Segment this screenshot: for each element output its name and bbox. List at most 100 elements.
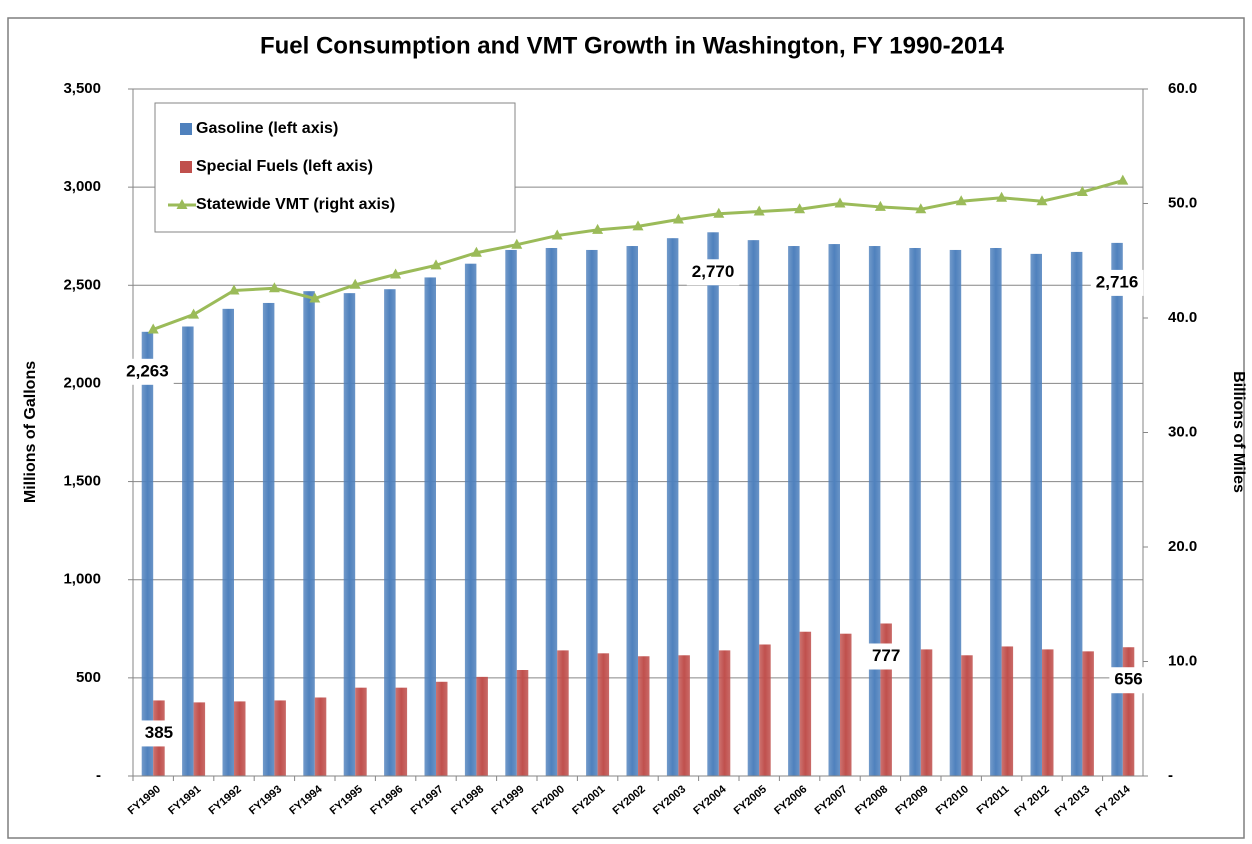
bar bbox=[961, 655, 973, 776]
line-marker bbox=[268, 282, 280, 293]
line-marker bbox=[874, 200, 886, 211]
bar bbox=[262, 302, 275, 776]
bar bbox=[949, 249, 962, 776]
legend: Gasoline (left axis) Special Fuels (left … bbox=[154, 102, 516, 233]
legend-label: Gasoline (left axis) bbox=[196, 120, 338, 137]
legend-box bbox=[154, 102, 516, 233]
bar bbox=[1070, 251, 1083, 777]
line-marker bbox=[915, 203, 927, 214]
bar bbox=[303, 291, 315, 776]
y2-tick-label: 50.0 bbox=[1168, 194, 1197, 211]
bar bbox=[626, 246, 638, 776]
bar bbox=[384, 289, 396, 776]
bar bbox=[343, 293, 356, 776]
line-marker bbox=[834, 197, 846, 208]
data-label: 656 bbox=[1109, 667, 1148, 694]
bar bbox=[193, 702, 206, 776]
y-tick-label: 1,000 bbox=[63, 571, 101, 588]
y-tick-label: 3,000 bbox=[63, 178, 101, 195]
legend-swatch bbox=[180, 123, 192, 135]
line-marker bbox=[511, 238, 523, 249]
data-label-box bbox=[139, 720, 179, 747]
line-marker bbox=[349, 278, 361, 289]
bar bbox=[707, 232, 719, 776]
y-tick-label: 3,500 bbox=[63, 80, 101, 97]
line-marker bbox=[551, 229, 563, 240]
data-label-box bbox=[1109, 667, 1148, 694]
bar bbox=[1082, 651, 1094, 776]
bar bbox=[464, 263, 477, 776]
legend-marker bbox=[176, 199, 188, 209]
bar bbox=[840, 633, 852, 776]
bar bbox=[868, 246, 881, 776]
legend-label: Statewide VMT (right axis) bbox=[196, 196, 395, 213]
line-marker bbox=[1036, 195, 1048, 206]
bar bbox=[759, 644, 771, 776]
y2-tick-label: 40.0 bbox=[1168, 309, 1197, 326]
line-marker bbox=[1117, 174, 1129, 185]
line-marker bbox=[228, 284, 240, 295]
data-label: 2,716 bbox=[1090, 269, 1144, 296]
y2-tick-label: - bbox=[1168, 767, 1173, 784]
bar bbox=[424, 277, 436, 776]
line-marker bbox=[794, 203, 806, 214]
line-marker bbox=[996, 191, 1008, 202]
y2-tick-label: 30.0 bbox=[1168, 423, 1197, 440]
legend-swatch bbox=[180, 161, 192, 173]
bar bbox=[314, 697, 327, 776]
bar bbox=[1042, 649, 1054, 776]
bar bbox=[638, 656, 650, 776]
bar bbox=[141, 331, 154, 776]
bar bbox=[355, 687, 367, 776]
line-marker bbox=[955, 195, 967, 206]
data-label: 2,263 bbox=[121, 358, 174, 385]
line-marker bbox=[753, 205, 765, 216]
legend-label: Special Fuels (left axis) bbox=[196, 158, 373, 175]
bar bbox=[222, 308, 234, 776]
y-tick-label: 2,500 bbox=[63, 276, 101, 293]
y2-tick-label: 10.0 bbox=[1168, 652, 1197, 669]
line-marker bbox=[430, 259, 442, 270]
bar bbox=[678, 655, 690, 776]
chart-title: Fuel Consumption and VMT Growth in Washi… bbox=[260, 32, 1005, 59]
bar bbox=[1122, 647, 1135, 776]
y-axis-title: Millions of Gallons bbox=[22, 361, 39, 503]
y2-tick-label: 60.0 bbox=[1168, 80, 1197, 97]
bar bbox=[666, 238, 679, 777]
line-marker bbox=[309, 292, 321, 303]
line-marker bbox=[147, 323, 159, 334]
data-label: 2,770 bbox=[686, 259, 740, 286]
line-marker bbox=[1076, 186, 1088, 197]
data-label-text: 2,263 bbox=[126, 361, 169, 380]
bar bbox=[545, 247, 558, 776]
bar bbox=[747, 240, 760, 776]
bar bbox=[788, 246, 800, 776]
y-tick-label: - bbox=[96, 767, 101, 784]
data-label-text: 385 bbox=[145, 723, 173, 742]
bar bbox=[1001, 646, 1014, 776]
bar bbox=[234, 701, 246, 776]
line-marker bbox=[592, 223, 604, 234]
data-label-box bbox=[121, 358, 174, 385]
bar bbox=[1030, 253, 1042, 776]
bar bbox=[799, 631, 812, 776]
data-label: 385 bbox=[139, 720, 179, 747]
line-marker bbox=[188, 308, 200, 319]
data-label-text: 2,716 bbox=[1096, 272, 1139, 291]
line-marker bbox=[470, 246, 482, 257]
data-label-text: 777 bbox=[872, 646, 900, 665]
bar bbox=[1111, 242, 1123, 776]
bar bbox=[505, 249, 517, 776]
bar bbox=[718, 650, 731, 776]
bar bbox=[516, 670, 529, 776]
data-label-box bbox=[866, 643, 906, 670]
bar bbox=[828, 244, 840, 776]
bar bbox=[880, 623, 892, 776]
line-marker bbox=[632, 220, 644, 231]
bar bbox=[909, 247, 921, 776]
bar bbox=[920, 649, 933, 776]
y-tick-label: 500 bbox=[76, 669, 101, 686]
bar bbox=[182, 326, 194, 776]
